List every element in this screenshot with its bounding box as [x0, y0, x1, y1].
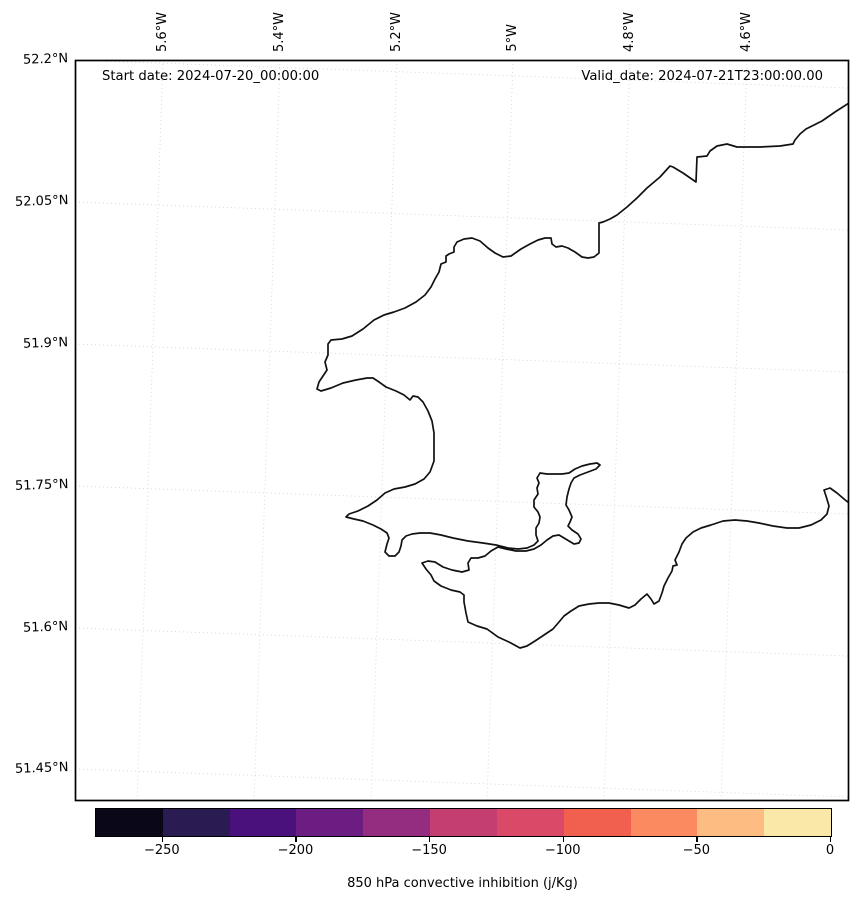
colorbar-tick-mark [429, 837, 431, 842]
coastline-path [316, 102, 848, 649]
x-tick-label: 4.6°W [739, 11, 754, 52]
colorbar-segment [697, 809, 765, 836]
x-tick-label: 5.2°W [389, 11, 404, 52]
valid-date-annotation: Valid_date: 2024-07-21T23:00:00.00 [581, 69, 823, 84]
y-tick-label: 51.75°N [14, 477, 69, 494]
colorbar-tick-label: −50 [682, 843, 711, 858]
colorbar-segment [96, 809, 163, 836]
colorbar-segment [430, 809, 497, 836]
colorbar-tick-label: −200 [277, 843, 314, 858]
start-date-annotation: Start date: 2024-07-20_00:00:00 [102, 69, 320, 84]
colorbar-label: 850 hPa convective inhibition (j/Kg) [347, 876, 578, 891]
x-tick-label: 4.8°W [622, 11, 637, 52]
y-tick-label: 51.9°N [22, 335, 69, 352]
colorbar-tick-label: −250 [143, 843, 180, 858]
y-tick-label: 52.2°N [22, 51, 69, 68]
colorbar [95, 808, 832, 837]
y-tick-label: 51.6°N [22, 619, 69, 636]
colorbar-segment [496, 809, 564, 836]
x-tick-label: 5°W [505, 24, 520, 52]
colorbar-tick-label: −150 [411, 843, 447, 858]
colorbar-tick-label: 0 [825, 843, 835, 858]
colorbar-tick-mark [562, 837, 565, 842]
colorbar-tick-mark [830, 837, 832, 842]
colorbar-tick-mark [295, 837, 297, 842]
x-tick-label: 5.6°W [155, 11, 170, 52]
map-border [74, 59, 850, 802]
colorbar-tick-mark [161, 837, 164, 842]
y-tick-label: 52.05°N [14, 193, 69, 210]
graticule [75, 60, 848, 800]
y-tick-label: 51.45°N [14, 760, 69, 777]
colorbar-tick-label: −100 [544, 843, 581, 858]
x-tick-label: 5.4°W [272, 11, 287, 52]
colorbar-segment [296, 809, 364, 836]
colorbar-segment [563, 809, 631, 836]
colorbar-segment [162, 809, 230, 836]
colorbar-tick-mark [696, 837, 698, 842]
colorbar-segment [229, 809, 297, 836]
colorbar-segment [363, 809, 431, 836]
colorbar-segment [630, 809, 698, 836]
colorbar-segment [764, 809, 831, 836]
